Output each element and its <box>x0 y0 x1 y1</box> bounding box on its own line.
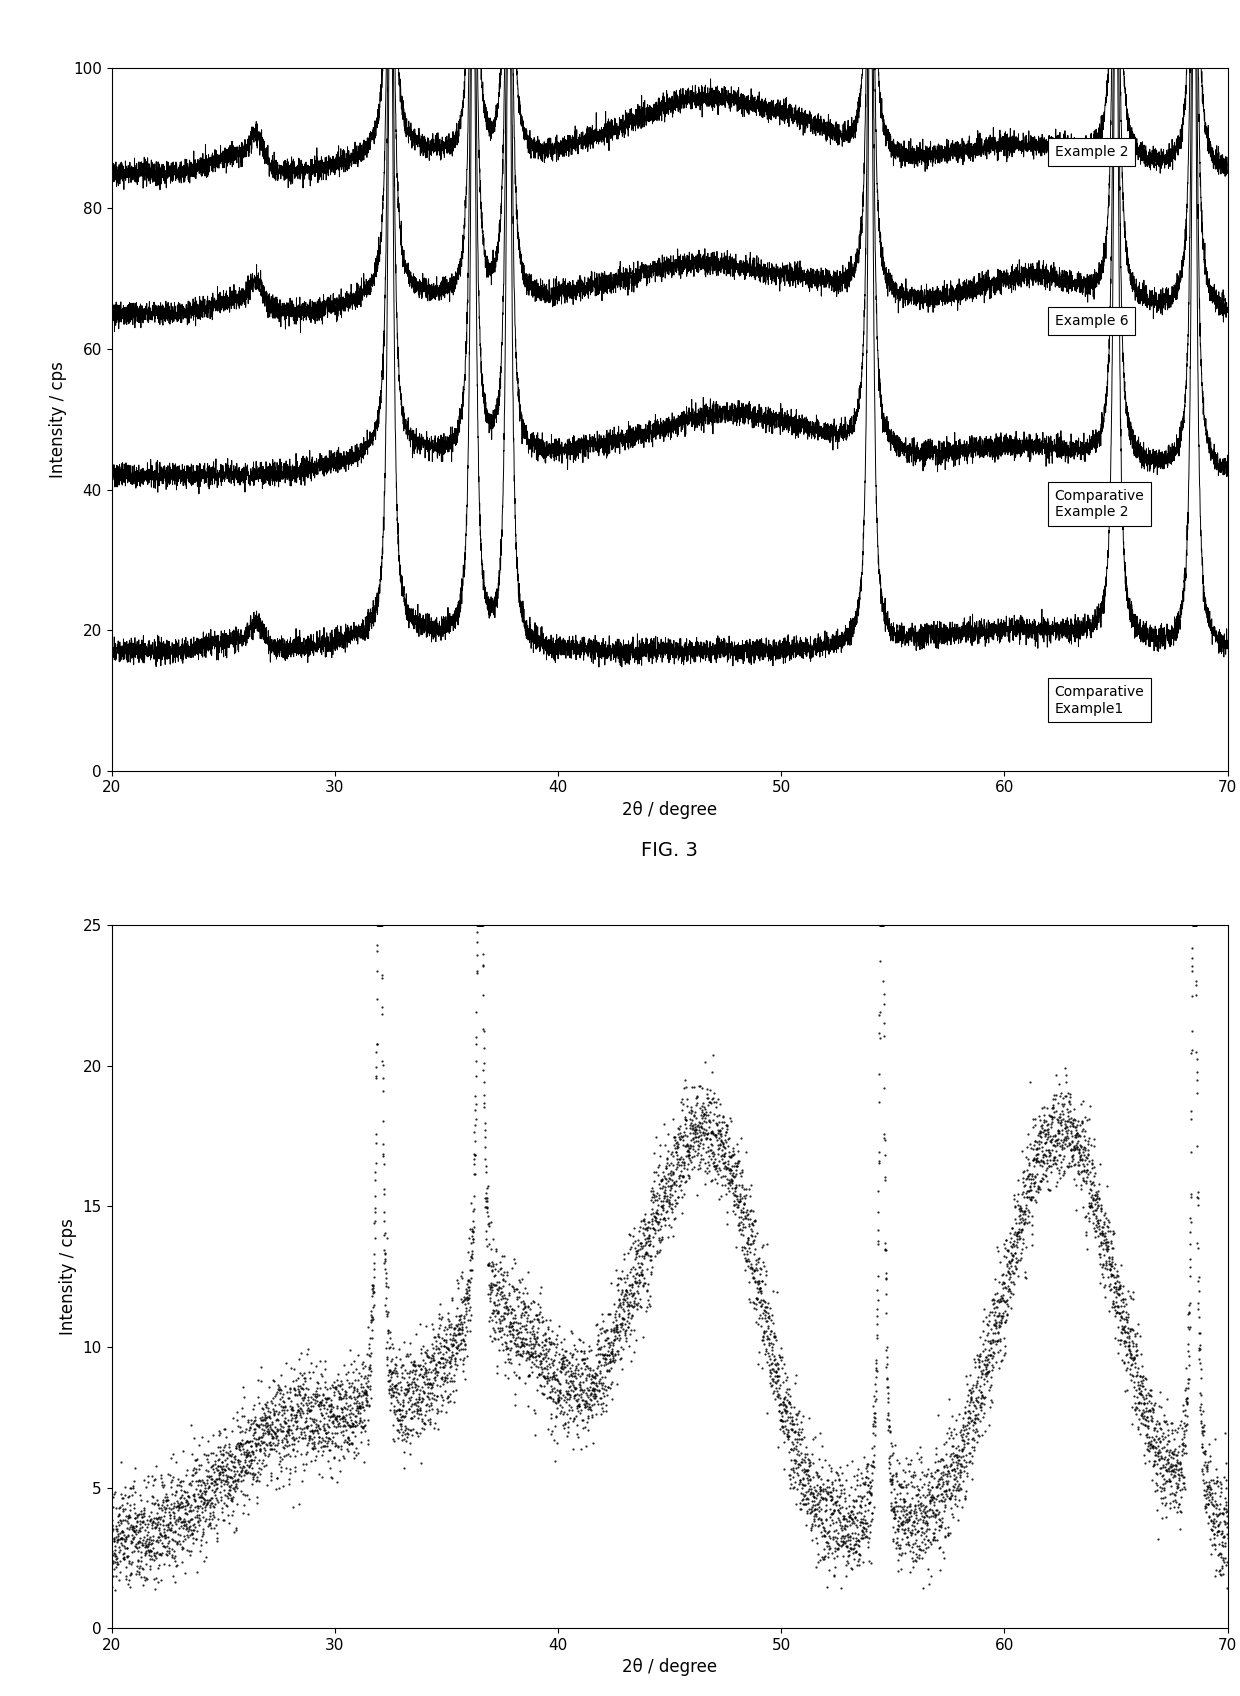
Text: Comparative
Example1: Comparative Example1 <box>1054 685 1145 716</box>
Text: FIG. 3: FIG. 3 <box>641 841 698 860</box>
Y-axis label: Intensity / cps: Intensity / cps <box>60 1218 77 1335</box>
Text: Example 2: Example 2 <box>1054 146 1128 159</box>
Y-axis label: Intensity / cps: Intensity / cps <box>50 361 67 478</box>
Text: Example 6: Example 6 <box>1054 314 1128 327</box>
X-axis label: 2θ / degree: 2θ / degree <box>622 1659 717 1676</box>
X-axis label: 2θ / degree: 2θ / degree <box>622 801 717 819</box>
Text: Comparative
Example 2: Comparative Example 2 <box>1054 488 1145 519</box>
